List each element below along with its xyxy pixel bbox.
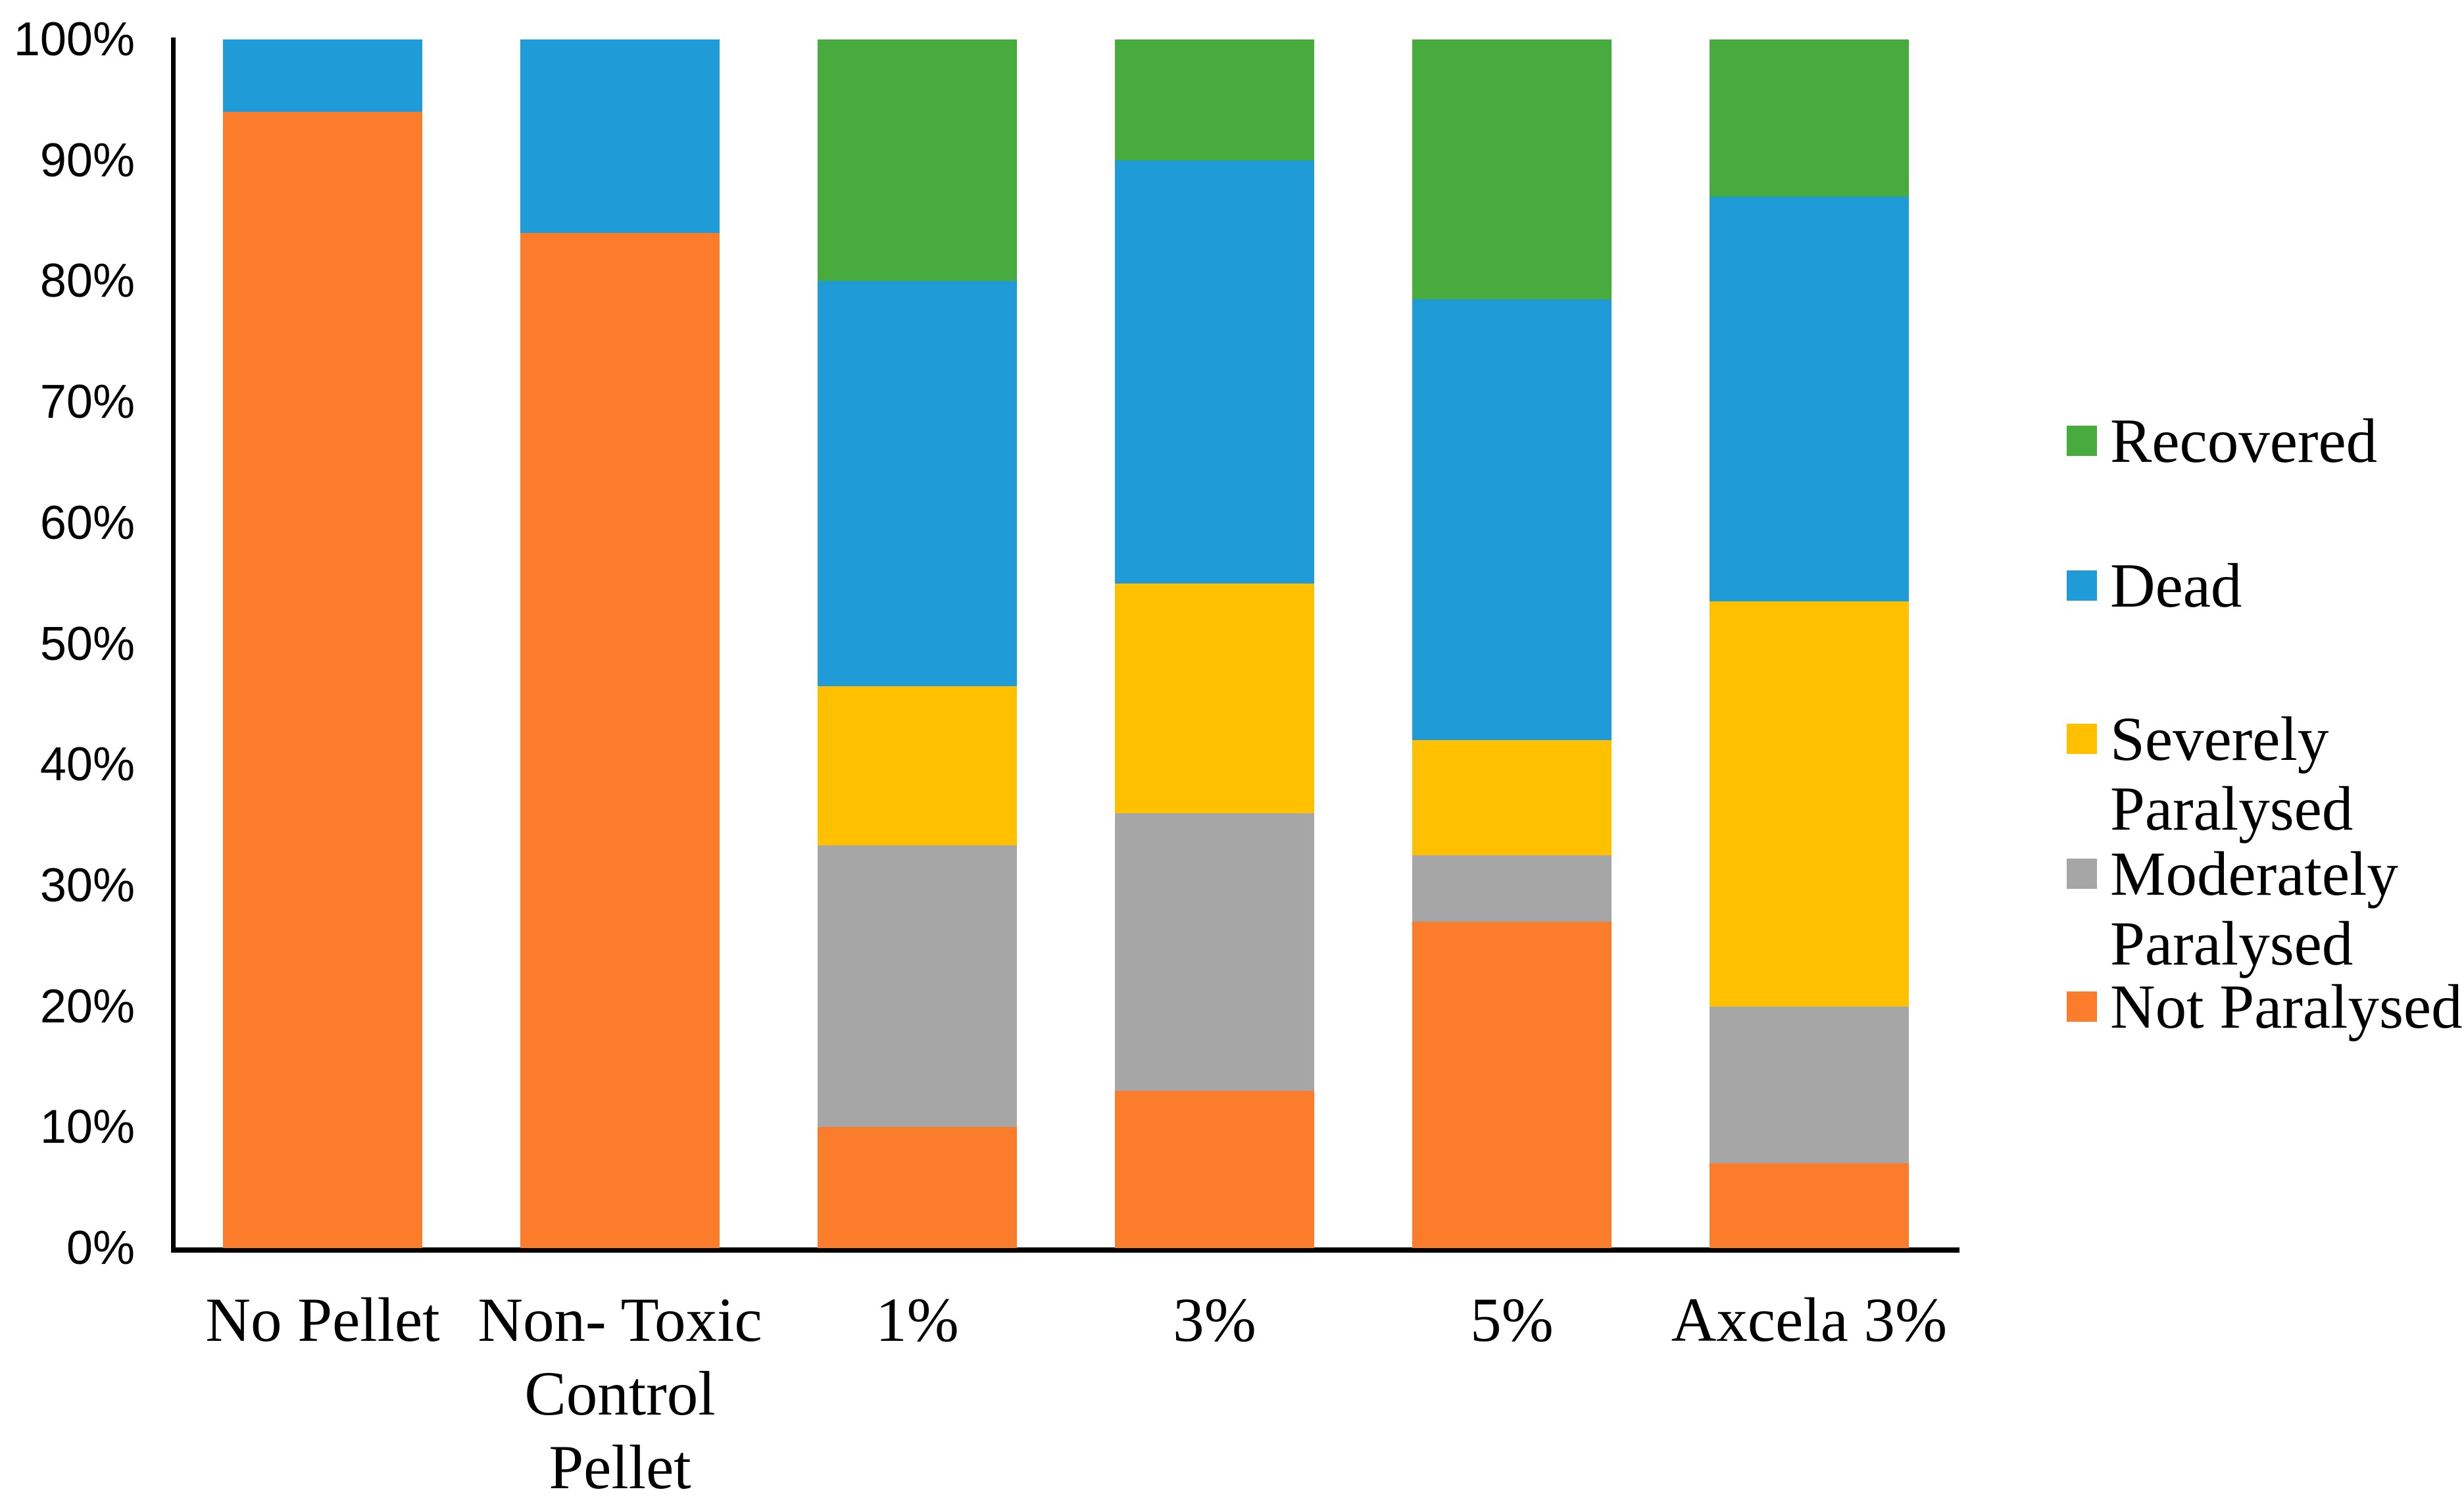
- y-tick-label-90: 90%: [39, 134, 135, 187]
- y-tick-label-0: 0%: [66, 1222, 135, 1274]
- segment-dead: [1412, 299, 1612, 741]
- segment-dead: [818, 281, 1017, 686]
- segment-recovered: [818, 39, 1017, 282]
- legend-label: Severely Paralysed: [2110, 704, 2353, 843]
- y-tick-label-10: 10%: [39, 1101, 135, 1154]
- segment-recovered: [1710, 39, 1909, 197]
- x-category-label-line: 3%: [1173, 1285, 1256, 1355]
- legend-entry-dead: Dead: [2067, 551, 2242, 620]
- legend-entry-moderately-paralysed: Moderately Paralysed: [2067, 839, 2398, 978]
- y-tick-label-50: 50%: [39, 617, 135, 670]
- y-tick-label-60: 60%: [39, 496, 135, 549]
- x-category-label-line: Non- Toxic: [478, 1285, 762, 1355]
- segment-dead: [223, 39, 422, 113]
- x-category-label: 3%: [1031, 1283, 1399, 1357]
- segment-not-paralysed: [1115, 1091, 1314, 1248]
- legend-swatch-icon: [2067, 991, 2097, 1022]
- legend-label-line: Dead: [2110, 551, 2242, 620]
- y-tick-label-100: 100%: [13, 13, 135, 66]
- segment-severely-paralysed: [818, 686, 1017, 846]
- legend-swatch-icon: [2067, 426, 2097, 456]
- y-axis-line: [171, 38, 176, 1253]
- segment-not-paralysed: [223, 112, 422, 1248]
- bar-5-: [1412, 39, 1612, 1248]
- segment-severely-paralysed: [1710, 601, 1909, 1007]
- legend-label-line: Severely: [2110, 704, 2329, 774]
- x-category-label-line: Pellet: [549, 1432, 691, 1502]
- segment-severely-paralysed: [1115, 583, 1314, 813]
- segment-moderately-paralysed: [818, 845, 1017, 1128]
- x-category-label: 5%: [1328, 1283, 1696, 1357]
- bar-1-: [818, 39, 1017, 1248]
- x-category-label-line: No Pellet: [205, 1285, 440, 1355]
- segment-not-paralysed: [520, 232, 720, 1248]
- bar-3-: [1115, 39, 1314, 1248]
- legend-label-line: Not Paralysed: [2110, 972, 2463, 1041]
- segment-not-paralysed: [818, 1127, 1017, 1248]
- legend-entry-severely-paralysed: Severely Paralysed: [2067, 704, 2353, 843]
- y-tick-label-70: 70%: [39, 376, 135, 429]
- x-axis-line: [171, 1247, 1959, 1253]
- x-category-label: 1%: [733, 1283, 1102, 1357]
- segment-moderately-paralysed: [1412, 855, 1612, 922]
- legend-label-line: Recovered: [2110, 406, 2378, 476]
- legend-label: Not Paralysed: [2110, 972, 2463, 1041]
- segment-dead: [1115, 160, 1314, 584]
- x-category-label: Non- Toxic Control Pellet: [436, 1283, 804, 1504]
- x-category-label: No Pellet: [139, 1283, 507, 1357]
- segment-recovered: [1412, 39, 1612, 299]
- legend-label: Moderately Paralysed: [2110, 839, 2398, 978]
- segment-dead: [1710, 196, 1909, 602]
- x-category-label-line: 1%: [875, 1285, 959, 1355]
- legend-entry-recovered: Recovered: [2067, 406, 2377, 476]
- x-category-label: Axcela 3%: [1625, 1283, 1994, 1357]
- bar-non-toxic-control-pellet: [520, 39, 720, 1248]
- legend-swatch-icon: [2067, 570, 2097, 601]
- segment-severely-paralysed: [1412, 740, 1612, 855]
- segment-dead: [520, 39, 720, 233]
- legend-label-line: Paralysed: [2110, 909, 2353, 978]
- legend-swatch-icon: [2067, 724, 2097, 754]
- bar-axcela-3-: [1710, 39, 1909, 1248]
- legend-entry-not-paralysed: Not Paralysed: [2067, 972, 2463, 1041]
- legend-swatch-icon: [2067, 859, 2097, 889]
- bar-no-pellet: [223, 39, 422, 1248]
- segment-not-paralysed: [1710, 1163, 1909, 1248]
- legend-label-line: Paralysed: [2110, 774, 2353, 843]
- y-tick-label-40: 40%: [39, 738, 135, 791]
- segment-recovered: [1115, 39, 1314, 161]
- segment-not-paralysed: [1412, 922, 1612, 1248]
- legend-label: Dead: [2110, 551, 2242, 620]
- x-category-label-line: Axcela 3%: [1671, 1285, 1948, 1355]
- x-category-label-line: Control: [524, 1359, 716, 1428]
- y-tick-label-30: 30%: [39, 859, 135, 912]
- segment-moderately-paralysed: [1710, 1006, 1909, 1164]
- segment-moderately-paralysed: [1115, 813, 1314, 1091]
- y-tick-label-20: 20%: [39, 980, 135, 1033]
- legend-label: Recovered: [2110, 406, 2377, 476]
- x-category-label-line: 5%: [1470, 1285, 1554, 1355]
- y-tick-label-80: 80%: [39, 255, 135, 308]
- legend-label-line: Moderately: [2110, 839, 2398, 909]
